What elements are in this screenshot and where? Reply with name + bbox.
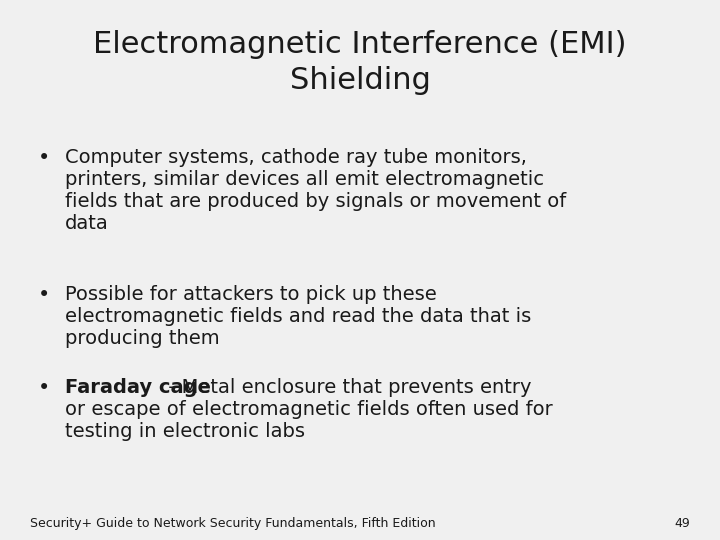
Text: Computer systems, cathode ray tube monitors,: Computer systems, cathode ray tube monit… — [65, 148, 527, 167]
Text: electromagnetic fields and read the data that is: electromagnetic fields and read the data… — [65, 307, 531, 326]
Text: testing in electronic labs: testing in electronic labs — [65, 422, 305, 441]
Text: 49: 49 — [674, 517, 690, 530]
Text: Faraday cage: Faraday cage — [65, 378, 211, 397]
Text: Security+ Guide to Network Security Fundamentals, Fifth Edition: Security+ Guide to Network Security Fund… — [30, 517, 436, 530]
Text: producing them: producing them — [65, 329, 220, 348]
Text: data: data — [65, 214, 109, 233]
Text: •: • — [38, 148, 50, 168]
Text: or escape of electromagnetic fields often used for: or escape of electromagnetic fields ofte… — [65, 400, 553, 419]
Text: fields that are produced by signals or movement of: fields that are produced by signals or m… — [65, 192, 566, 211]
Text: •: • — [38, 285, 50, 305]
Text: Possible for attackers to pick up these: Possible for attackers to pick up these — [65, 285, 437, 304]
Text: - Metal enclosure that prevents entry: - Metal enclosure that prevents entry — [162, 378, 531, 397]
Text: printers, similar devices all emit electromagnetic: printers, similar devices all emit elect… — [65, 170, 544, 189]
Text: •: • — [38, 378, 50, 398]
Text: Electromagnetic Interference (EMI)
Shielding: Electromagnetic Interference (EMI) Shiel… — [94, 30, 626, 95]
